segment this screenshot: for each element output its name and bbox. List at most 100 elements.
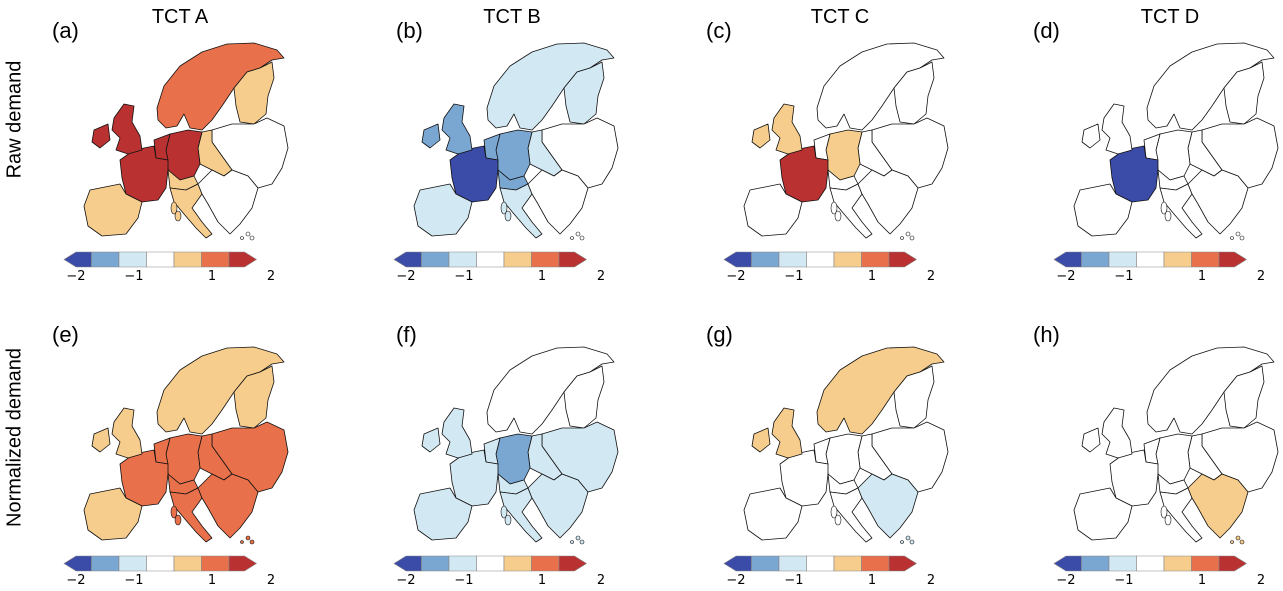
- island: [170, 505, 178, 519]
- country-it: [829, 487, 873, 543]
- island: [905, 535, 911, 541]
- island: [834, 210, 842, 222]
- country-ie: [421, 427, 441, 453]
- colorbar-segment: [888, 251, 918, 268]
- map-panel-f: [413, 346, 619, 545]
- colorbar-tick-label: −2: [66, 573, 85, 588]
- column-title-c: TCT C: [810, 6, 870, 28]
- colorbar-segment: [228, 555, 258, 572]
- colorbar-segment: [118, 555, 147, 572]
- island: [170, 201, 178, 215]
- colorbar-d: −2 −1 1 2: [1053, 251, 1265, 284]
- column-title-a: TCT A: [151, 6, 209, 28]
- panel-label-h: (h): [1033, 322, 1060, 347]
- colorbar-segment: [421, 555, 450, 572]
- colorbar-tick-label: 2: [927, 573, 935, 588]
- colorbar-tick-label: −2: [396, 269, 415, 284]
- colorbar-segment: [1191, 251, 1220, 268]
- panel-label-f: (f): [396, 322, 417, 347]
- country-fi: [233, 61, 275, 125]
- colorbar-segment: [1218, 251, 1248, 268]
- colorbar-e: −2 −1 1 2: [63, 555, 275, 588]
- country-balk: [527, 169, 589, 235]
- colorbar-segment: [63, 251, 92, 268]
- panel-label-d: (d): [1033, 18, 1060, 43]
- colorbar-segment: [723, 251, 752, 268]
- country-balk: [197, 169, 259, 235]
- colorbar-tick-label: 2: [597, 269, 605, 284]
- colorbar-segment: [91, 251, 120, 268]
- map-panel-e: [83, 346, 289, 545]
- colorbar-segment: [118, 251, 147, 268]
- colorbar-segment: [1191, 555, 1220, 572]
- panel-label-e: (e): [52, 322, 79, 347]
- colorbar-f: −2 −1 1 2: [393, 555, 605, 588]
- country-fi: [893, 365, 935, 429]
- colorbar-tick-label: 2: [597, 573, 605, 588]
- row-label-raw: Raw demand: [3, 60, 26, 179]
- colorbar-tick-label: 2: [1257, 573, 1265, 588]
- island: [249, 539, 255, 545]
- island: [1239, 539, 1245, 545]
- country-it: [829, 183, 873, 239]
- country-fr: [1109, 449, 1159, 507]
- colorbar-segment: [861, 555, 890, 572]
- island: [500, 201, 508, 215]
- colorbar-tick-label: 1: [538, 573, 546, 588]
- colorbar-tick-label: −1: [454, 573, 473, 588]
- country-balk: [1187, 473, 1249, 539]
- colorbar-tick-label: −1: [124, 573, 143, 588]
- country-fr: [1109, 145, 1159, 203]
- panel-label-c: (c): [706, 18, 732, 43]
- country-uk: [771, 103, 803, 155]
- colorbar-segment: [531, 555, 560, 572]
- island: [575, 535, 581, 541]
- country-ie: [751, 123, 771, 149]
- island: [909, 539, 915, 545]
- colorbar-tick-label: 1: [868, 573, 876, 588]
- country-ib: [413, 183, 473, 237]
- map-panel-b: [413, 42, 619, 241]
- colorbar-tick-label: −2: [1056, 269, 1075, 284]
- map-panel-g: [743, 346, 949, 545]
- island: [1164, 210, 1172, 222]
- country-ib: [1073, 487, 1133, 541]
- island: [1230, 236, 1234, 240]
- colorbar-tick-label: −2: [1056, 573, 1075, 588]
- colorbar-segment: [806, 251, 835, 268]
- colorbar-segment: [833, 251, 862, 268]
- country-uk: [111, 407, 143, 459]
- country-it: [499, 183, 543, 239]
- colorbar-tick-label: 2: [267, 269, 275, 284]
- island: [900, 236, 904, 240]
- colorbar-segment: [201, 555, 230, 572]
- colorbar-g: −2 −1 1 2: [723, 555, 935, 588]
- country-balk: [1187, 169, 1249, 235]
- map-panel-h: [1073, 346, 1279, 545]
- colorbar-segment: [393, 555, 422, 572]
- island: [1235, 231, 1241, 237]
- island: [830, 505, 838, 519]
- colorbar-tick-label: −1: [124, 269, 143, 284]
- column-title-d: TCT D: [1140, 6, 1200, 28]
- colorbar-segment: [228, 251, 258, 268]
- island: [240, 540, 244, 544]
- colorbar-segment: [201, 251, 230, 268]
- colorbar-segment: [861, 251, 890, 268]
- colorbar-tick-label: −2: [66, 269, 85, 284]
- island: [570, 236, 574, 240]
- country-uk: [111, 103, 143, 155]
- island: [1164, 514, 1172, 526]
- colorbar-segment: [558, 251, 588, 268]
- colorbar-segment: [1081, 251, 1110, 268]
- colorbar-a: −2 −1 1 2: [63, 251, 275, 284]
- panel-label-g: (g): [706, 322, 733, 347]
- country-it: [1159, 487, 1203, 543]
- island: [245, 231, 251, 237]
- colorbar-segment: [63, 555, 92, 572]
- country-uk: [1101, 103, 1133, 155]
- country-fr: [779, 449, 829, 507]
- island: [500, 505, 508, 519]
- country-ie: [751, 427, 771, 453]
- country-fr: [119, 145, 169, 203]
